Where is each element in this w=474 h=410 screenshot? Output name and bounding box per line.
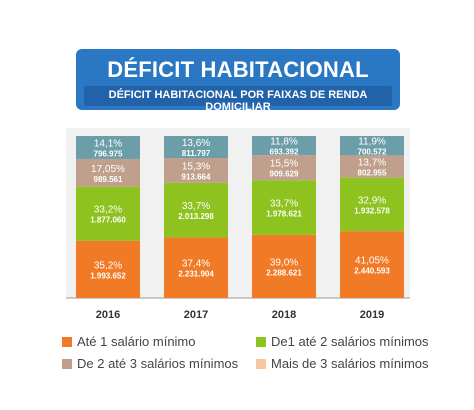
legend-swatch-ate-1 bbox=[62, 337, 72, 347]
data-label-value: 2.231.904 bbox=[178, 270, 214, 279]
data-label-value: 1.932.578 bbox=[354, 206, 390, 215]
data-label-percent: 13,6% bbox=[182, 138, 210, 149]
data-label-percent: 14,1% bbox=[94, 138, 122, 149]
data-label-value: 1.978.621 bbox=[266, 210, 302, 219]
data-label-percent: 15,5% bbox=[270, 159, 298, 170]
data-label-value: 811.797 bbox=[182, 149, 211, 158]
bar-segment bbox=[340, 177, 404, 232]
data-label-value: 1.993.652 bbox=[90, 271, 126, 280]
chart-header: DÉFICIT HABITACIONAL DÉFICIT HABITACIONA… bbox=[76, 49, 400, 113]
x-tick-label: 2016 bbox=[96, 309, 120, 321]
legend-label-ate-1: Até 1 salário mínimo bbox=[77, 334, 196, 349]
bar-segment bbox=[76, 240, 140, 298]
legend-label-de1-a-2: De1 até 2 salários mínimos bbox=[271, 334, 429, 349]
bar-segment bbox=[76, 136, 140, 159]
bar-segment bbox=[164, 182, 228, 238]
x-tick-label: 2017 bbox=[184, 309, 208, 321]
bar-segment bbox=[76, 158, 140, 187]
bar-segment bbox=[252, 234, 316, 298]
data-label-percent: 37,4% bbox=[182, 259, 210, 270]
data-label-percent: 11,9% bbox=[358, 137, 386, 148]
data-label-percent: 33,7% bbox=[182, 201, 210, 212]
data-label-percent: 35,2% bbox=[94, 260, 122, 271]
data-label-percent: 41,05% bbox=[355, 256, 389, 267]
data-label-percent: 17,05% bbox=[91, 164, 125, 175]
legend-label-de2-a-3: De 2 até 3 salários mínimos bbox=[77, 356, 239, 371]
bar-segment bbox=[164, 158, 228, 183]
data-label-percent: 32,9% bbox=[358, 195, 386, 206]
x-tick-label: 2019 bbox=[360, 309, 384, 321]
legend-swatch-de1-a-2 bbox=[256, 337, 266, 347]
legend-swatch-mais-3 bbox=[256, 359, 266, 369]
data-label-value: 693.392 bbox=[270, 148, 299, 157]
data-label-value: 796.975 bbox=[94, 149, 123, 158]
data-label-value: 2.288.621 bbox=[266, 268, 302, 277]
data-label-value: 1.877.060 bbox=[90, 216, 126, 225]
bar-segment bbox=[252, 155, 316, 181]
data-label-value: 989.561 bbox=[94, 175, 123, 184]
data-label-percent: 39,0% bbox=[270, 257, 298, 268]
bar-segment bbox=[252, 136, 316, 156]
data-label-value: 909.629 bbox=[270, 170, 299, 179]
bar-segment bbox=[164, 237, 228, 298]
bar-segment bbox=[76, 186, 140, 241]
data-label-value: 2.440.593 bbox=[354, 267, 390, 276]
bar-segment bbox=[252, 180, 316, 235]
data-label-percent: 33,2% bbox=[94, 205, 122, 216]
legend-swatch-de2-a-3 bbox=[62, 359, 72, 369]
data-label-percent: 15,3% bbox=[182, 161, 210, 172]
bar-segment bbox=[164, 136, 228, 159]
bar-segment bbox=[340, 155, 404, 178]
chart-subtitle: DÉFICIT HABITACIONAL POR FAIXAS DE RENDA… bbox=[108, 89, 368, 113]
data-label-percent: 33,7% bbox=[270, 199, 298, 210]
bar-segment bbox=[340, 231, 404, 298]
legend-label-mais-3: Mais de 3 salários mínimos bbox=[271, 356, 429, 371]
data-label-value: 2.013.298 bbox=[178, 212, 214, 221]
data-label-percent: 11,8% bbox=[270, 137, 298, 148]
x-tick-label: 2018 bbox=[272, 309, 296, 321]
bar-segment bbox=[340, 136, 404, 156]
data-label-value: 700.572 bbox=[358, 148, 387, 157]
subtitle-band: DÉFICIT HABITACIONAL POR FAIXAS DE RENDA… bbox=[84, 86, 392, 113]
data-label-value: 913.664 bbox=[182, 172, 211, 181]
data-label-percent: 13,7% bbox=[358, 158, 386, 169]
data-label-value: 802.955 bbox=[358, 169, 387, 178]
chart-title: DÉFICIT HABITACIONAL bbox=[107, 57, 369, 82]
